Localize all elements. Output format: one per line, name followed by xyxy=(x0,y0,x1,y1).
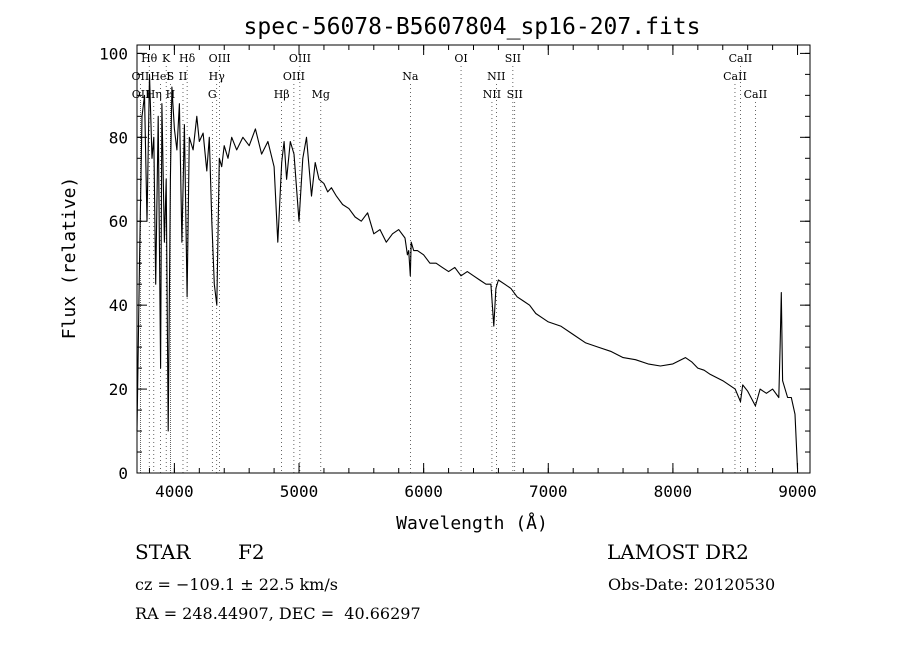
y-tick-label: 20 xyxy=(109,380,128,399)
plot-frame xyxy=(136,44,811,474)
y-tick-label: 0 xyxy=(118,464,128,483)
survey-name: LAMOST DR2 xyxy=(607,540,749,564)
emission-line-label: NII xyxy=(487,70,505,83)
emission-line-label: Hβ xyxy=(274,88,290,101)
x-tick-label: 6000 xyxy=(404,482,443,501)
x-axis-label: Wavelength (Å) xyxy=(396,512,548,534)
emission-line-label: II xyxy=(179,70,188,83)
emission-line-label: OIII xyxy=(283,70,305,83)
emission-line-label: S xyxy=(167,70,175,83)
emission-line-label: NII xyxy=(483,88,501,101)
y-axis-label: Flux (relative) xyxy=(59,177,80,340)
object-type: STAR xyxy=(135,540,191,564)
emission-line-label: OIII xyxy=(209,52,231,65)
emission-line-label: Hη xyxy=(146,88,162,101)
emission-line-label: CaII xyxy=(744,88,768,101)
y-tick-label: 100 xyxy=(99,44,128,63)
redshift-readout: cz = −109.1 ± 22.5 km/s xyxy=(135,575,338,594)
emission-line-label: OIII xyxy=(289,52,311,65)
y-tick-label: 80 xyxy=(109,128,128,147)
y-tick-label: 60 xyxy=(109,212,128,231)
x-tick-label: 5000 xyxy=(280,482,319,501)
observation-date: Obs-Date: 20120530 xyxy=(608,575,776,594)
emission-line-label: Na xyxy=(402,70,419,83)
emission-line-label: Hδ xyxy=(179,52,196,65)
emission-line-label: CaII xyxy=(723,70,747,83)
spectrum-line xyxy=(136,73,799,469)
emission-line-label: HeI xyxy=(150,70,170,83)
emission-line-label: Mg xyxy=(312,88,330,101)
emission-line-label: Hγ xyxy=(209,70,226,83)
chart-title: spec-56078-B5607804_sp16-207.fits xyxy=(244,14,701,40)
coordinates-readout: RA = 248.44907, DEC = 40.66297 xyxy=(135,604,421,623)
axis-ticks: 4000 5000 6000 7000 8000 9000 0 20 40 60 80 100 xyxy=(99,44,817,501)
emission-line-label: OI xyxy=(454,52,467,65)
emission-line-label: SII xyxy=(505,52,521,65)
x-tick-label: 4000 xyxy=(155,482,194,501)
x-tick-label: 9000 xyxy=(778,482,817,501)
emission-line-label: K xyxy=(162,52,171,65)
emission-line-label: CaII xyxy=(729,52,753,65)
emission-line-label: SII xyxy=(507,88,523,101)
object-subclass: F2 xyxy=(238,540,265,564)
emission-line-label: Hθ xyxy=(141,52,158,65)
y-tick-label: 40 xyxy=(109,296,128,315)
emission-line-label: G xyxy=(208,88,217,101)
emission-line-label: OII xyxy=(132,70,150,83)
x-tick-label: 7000 xyxy=(529,482,568,501)
spectrum-layer xyxy=(136,73,799,469)
x-tick-label: 8000 xyxy=(654,482,693,501)
emission-line-label: H xyxy=(166,88,176,101)
